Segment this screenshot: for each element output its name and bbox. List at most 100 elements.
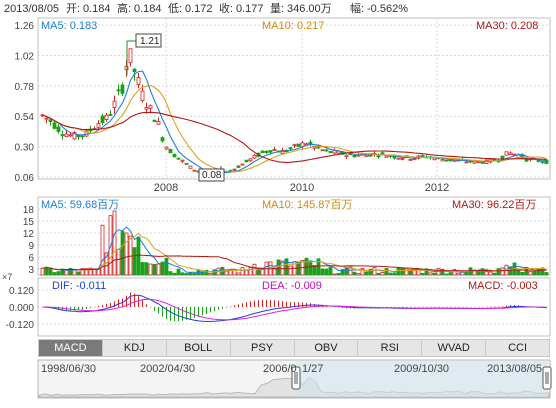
- price-x-tick: 2008: [154, 182, 178, 194]
- navigator-label-3: 1/27: [302, 363, 323, 375]
- candle-body: [420, 154, 425, 157]
- candle-body: [432, 157, 437, 161]
- low-marker: 0.08: [198, 166, 225, 182]
- header-high: 0.184: [134, 3, 162, 15]
- volume-bar: [192, 272, 197, 276]
- volume-ma5-line: [42, 226, 547, 274]
- tab-macd[interactable]: MACD: [39, 340, 103, 356]
- volume-bar: [368, 268, 373, 276]
- price-y-ticks: 1.26 1.02 0.78 0.54 0.30 0.06: [15, 21, 35, 184]
- volume-bar: [364, 271, 369, 276]
- volume-unit: ×7: [2, 272, 12, 282]
- volume-bar: [544, 272, 549, 276]
- macd-dif-label: DIF: -0.011: [52, 280, 106, 292]
- navigator-right-handle[interactable]: [542, 366, 552, 390]
- volume-bar: [252, 263, 257, 276]
- candle-body: [480, 161, 485, 164]
- volume-bar: [320, 268, 325, 276]
- volume-bar: [424, 268, 429, 276]
- candle-body: [104, 114, 109, 120]
- candle-body: [444, 159, 449, 162]
- volume-bar: [260, 268, 265, 276]
- volume-bar: [328, 266, 333, 276]
- volume-bar: [372, 267, 377, 276]
- price-ma30-label: MA30: 0.208: [476, 20, 538, 32]
- candle-body: [272, 149, 277, 151]
- candle-body: [304, 143, 309, 146]
- volume-bar: [440, 268, 445, 276]
- volume-bar: [272, 267, 277, 276]
- candle-body: [264, 150, 269, 153]
- tab-wvad[interactable]: WVAD: [422, 340, 487, 356]
- navigator-label-2: 2006/0: [263, 363, 297, 375]
- candle-body: [440, 159, 445, 162]
- header-close: 0.177: [236, 3, 264, 15]
- price-x-tick: 2010: [290, 182, 314, 194]
- volume-bar: [336, 272, 341, 276]
- price-y-tick: 1.26: [15, 21, 35, 32]
- tab-obv[interactable]: OBV: [295, 340, 359, 356]
- macd-y-ticks: 0.120 0.000 -0.120: [6, 286, 35, 331]
- candle-body: [384, 155, 389, 158]
- candle-body: [328, 151, 333, 154]
- tab-cci[interactable]: CCI: [508, 342, 528, 354]
- header-high-label: 高:: [117, 1, 131, 15]
- navigator-label-0: 1998/06/30: [41, 363, 96, 375]
- volume-bar: [188, 272, 193, 276]
- volume-bar: [484, 271, 489, 276]
- volume-bar: [492, 272, 497, 276]
- high-marker: 1.21: [126, 33, 162, 75]
- macd-value-label: MACD: -0.003: [468, 280, 538, 292]
- volume-bar: [240, 267, 245, 276]
- macd-lines: [42, 294, 547, 323]
- tab-boll[interactable]: BOLL: [167, 340, 231, 356]
- navigator-left-handle[interactable]: [291, 366, 301, 390]
- volume-bar: [388, 272, 393, 276]
- volume-bar: [456, 272, 461, 276]
- tab-psy[interactable]: PSY: [231, 340, 295, 356]
- price-ma5-label: MA5: 0.183: [41, 20, 97, 32]
- volume-ma10-label: MA10: 145.87百万: [262, 199, 353, 211]
- candle-body: [260, 150, 265, 153]
- navigator-selection[interactable]: [296, 361, 548, 397]
- volume-bar: [44, 266, 49, 276]
- header-vol: 346.00万: [287, 3, 332, 15]
- volume-bar: [376, 272, 381, 276]
- candle-body: [64, 133, 69, 138]
- volume-bar: [432, 272, 437, 276]
- candle-body: [128, 48, 133, 64]
- volume-bar: [480, 268, 485, 276]
- tab-rsi[interactable]: RSI: [358, 340, 423, 356]
- volume-y-tick: 9: [28, 241, 34, 252]
- volume-bar: [472, 269, 477, 276]
- candle-body: [236, 165, 241, 168]
- candle-body: [80, 135, 85, 138]
- macd-y-tick: 0.000: [9, 303, 34, 314]
- candle-body: [288, 147, 293, 150]
- volume-bar: [68, 267, 73, 276]
- price-y-tick: 0.06: [15, 173, 35, 184]
- candle-body: [344, 154, 349, 157]
- volume-bar: [244, 269, 249, 276]
- ma30-line: [42, 111, 547, 163]
- header-low: 0.172: [185, 3, 213, 15]
- candle-body: [412, 158, 417, 160]
- volume-bar: [112, 210, 117, 276]
- candle-body: [508, 152, 513, 156]
- volume-bar: [160, 261, 165, 276]
- volume-bar: [312, 265, 317, 276]
- candle-body: [44, 117, 49, 120]
- volume-bar: [100, 224, 105, 276]
- low-marker-text: 0.08: [202, 170, 222, 181]
- navigator-label-4: 2009/10/30: [394, 363, 449, 375]
- tab-kdj[interactable]: KDJ: [103, 340, 167, 356]
- header-close-label: 收:: [219, 1, 233, 15]
- candle-body: [152, 119, 157, 122]
- volume-bar: [40, 267, 45, 276]
- volume-bar: [444, 273, 449, 276]
- volume-bar: [76, 271, 81, 276]
- candle-body: [396, 157, 401, 160]
- candle-body: [500, 155, 505, 160]
- candle-body: [540, 161, 545, 164]
- volume-ma30-line: [42, 254, 547, 272]
